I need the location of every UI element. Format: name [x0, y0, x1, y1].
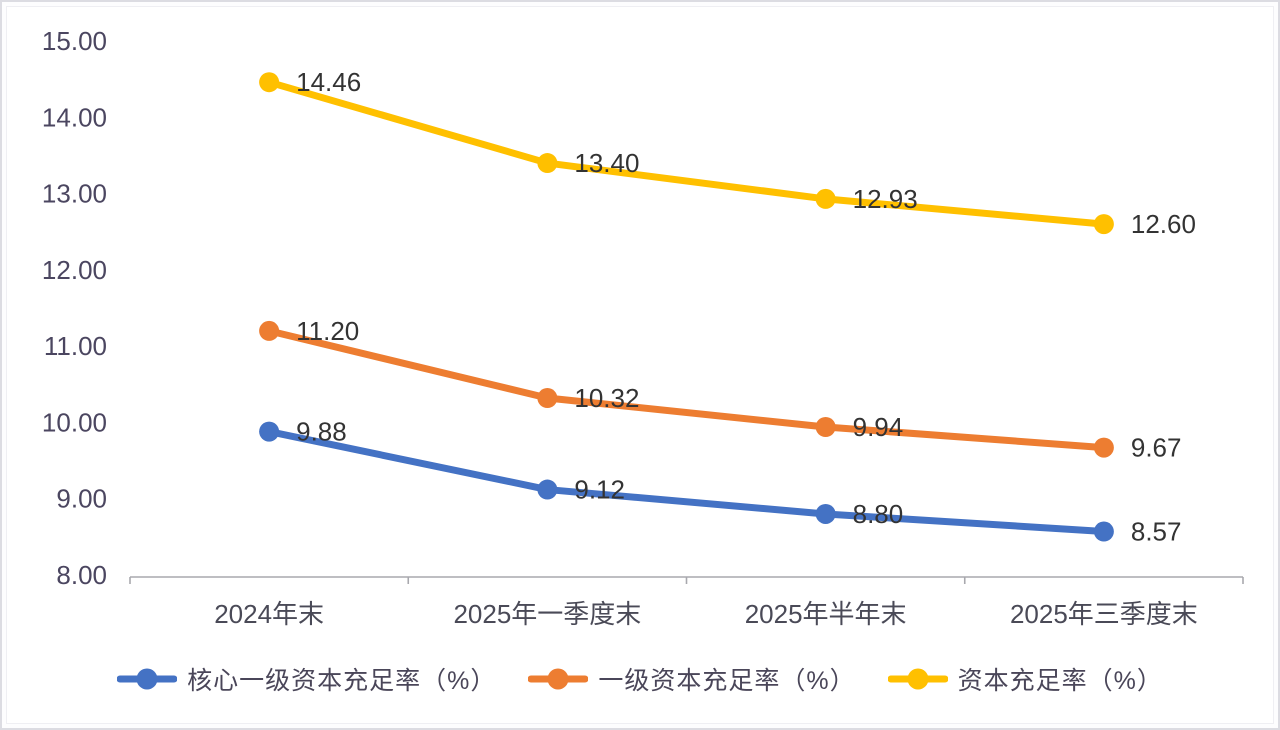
- data-point: [1093, 214, 1114, 235]
- legend-label-core-tier1: 核心一级资本充足率（%）: [187, 667, 497, 695]
- x-axis-category-label: 2025年一季度末: [453, 599, 641, 629]
- y-axis-tick-label: 12.00: [42, 255, 107, 285]
- data-point: [259, 72, 280, 93]
- data-point: [259, 421, 280, 442]
- legend-marker-total-capital-icon: [887, 668, 948, 690]
- data-point: [1093, 521, 1114, 542]
- data-label: 12.60: [1131, 209, 1196, 239]
- data-point: [1093, 437, 1114, 458]
- legend-item-core-tier1: 核心一级资本充足率（%）: [117, 661, 496, 697]
- data-point: [815, 188, 836, 209]
- data-point: [259, 320, 280, 341]
- data-label: 8.80: [853, 499, 904, 529]
- legend-item-total-capital: 资本充足率（%）: [887, 661, 1163, 697]
- data-label: 9.67: [1131, 433, 1182, 463]
- series-line-0: [265, 428, 1108, 536]
- x-axis-category-label: 2025年半年末: [745, 599, 907, 629]
- y-axis-tick-label: 8.00: [56, 560, 107, 590]
- y-axis-tick-label: 14.00: [42, 102, 107, 132]
- data-label: 13.40: [574, 148, 639, 178]
- data-point: [537, 153, 558, 174]
- y-axis-tick-label: 15.00: [42, 26, 107, 56]
- y-axis-tick-label: 11.00: [44, 331, 107, 361]
- data-label: 9.88: [296, 417, 347, 447]
- data-label: 12.93: [853, 184, 918, 214]
- data-label: 14.46: [296, 67, 361, 97]
- data-point: [815, 417, 836, 438]
- legend-label-total-capital: 资本充足率（%）: [957, 667, 1163, 695]
- data-point: [537, 388, 558, 409]
- legend-marker-core-tier1-icon: [117, 668, 178, 690]
- data-label: 9.94: [853, 412, 904, 442]
- y-axis-tick-label: 9.00: [56, 484, 107, 514]
- x-axis-category-label: 2025年三季度末: [1010, 599, 1198, 629]
- legend-marker-tier1-icon: [528, 668, 589, 690]
- data-label: 8.57: [1131, 517, 1182, 547]
- x-axis-category-label: 2024年末: [214, 599, 324, 629]
- chart-legend: 核心一级资本充足率（%） 一级资本充足率（%） 资本充足率（%）: [7, 651, 1273, 707]
- data-label: 10.32: [574, 383, 639, 413]
- legend-item-tier1: 一级资本充足率（%）: [528, 661, 855, 697]
- data-point: [537, 479, 558, 500]
- capital-adequacy-line-chart: 15.00 14.00 13.00 12.00 11.00 10.00 9.00 8.00 20…: [42, 26, 1244, 629]
- data-point: [815, 503, 836, 524]
- series-line-1: [265, 327, 1108, 452]
- data-label: 9.12: [574, 475, 625, 505]
- y-axis-tick-label: 13.00: [42, 179, 107, 209]
- legend-label-tier1: 一级资本充足率（%）: [598, 667, 856, 695]
- data-label: 11.20: [296, 316, 359, 346]
- chart-plot-frame: 15.00 14.00 13.00 12.00 11.00 10.00 9.00 8.00 20…: [6, 6, 1274, 724]
- y-axis-tick-label: 10.00: [42, 407, 107, 437]
- series-line-2: [265, 78, 1108, 228]
